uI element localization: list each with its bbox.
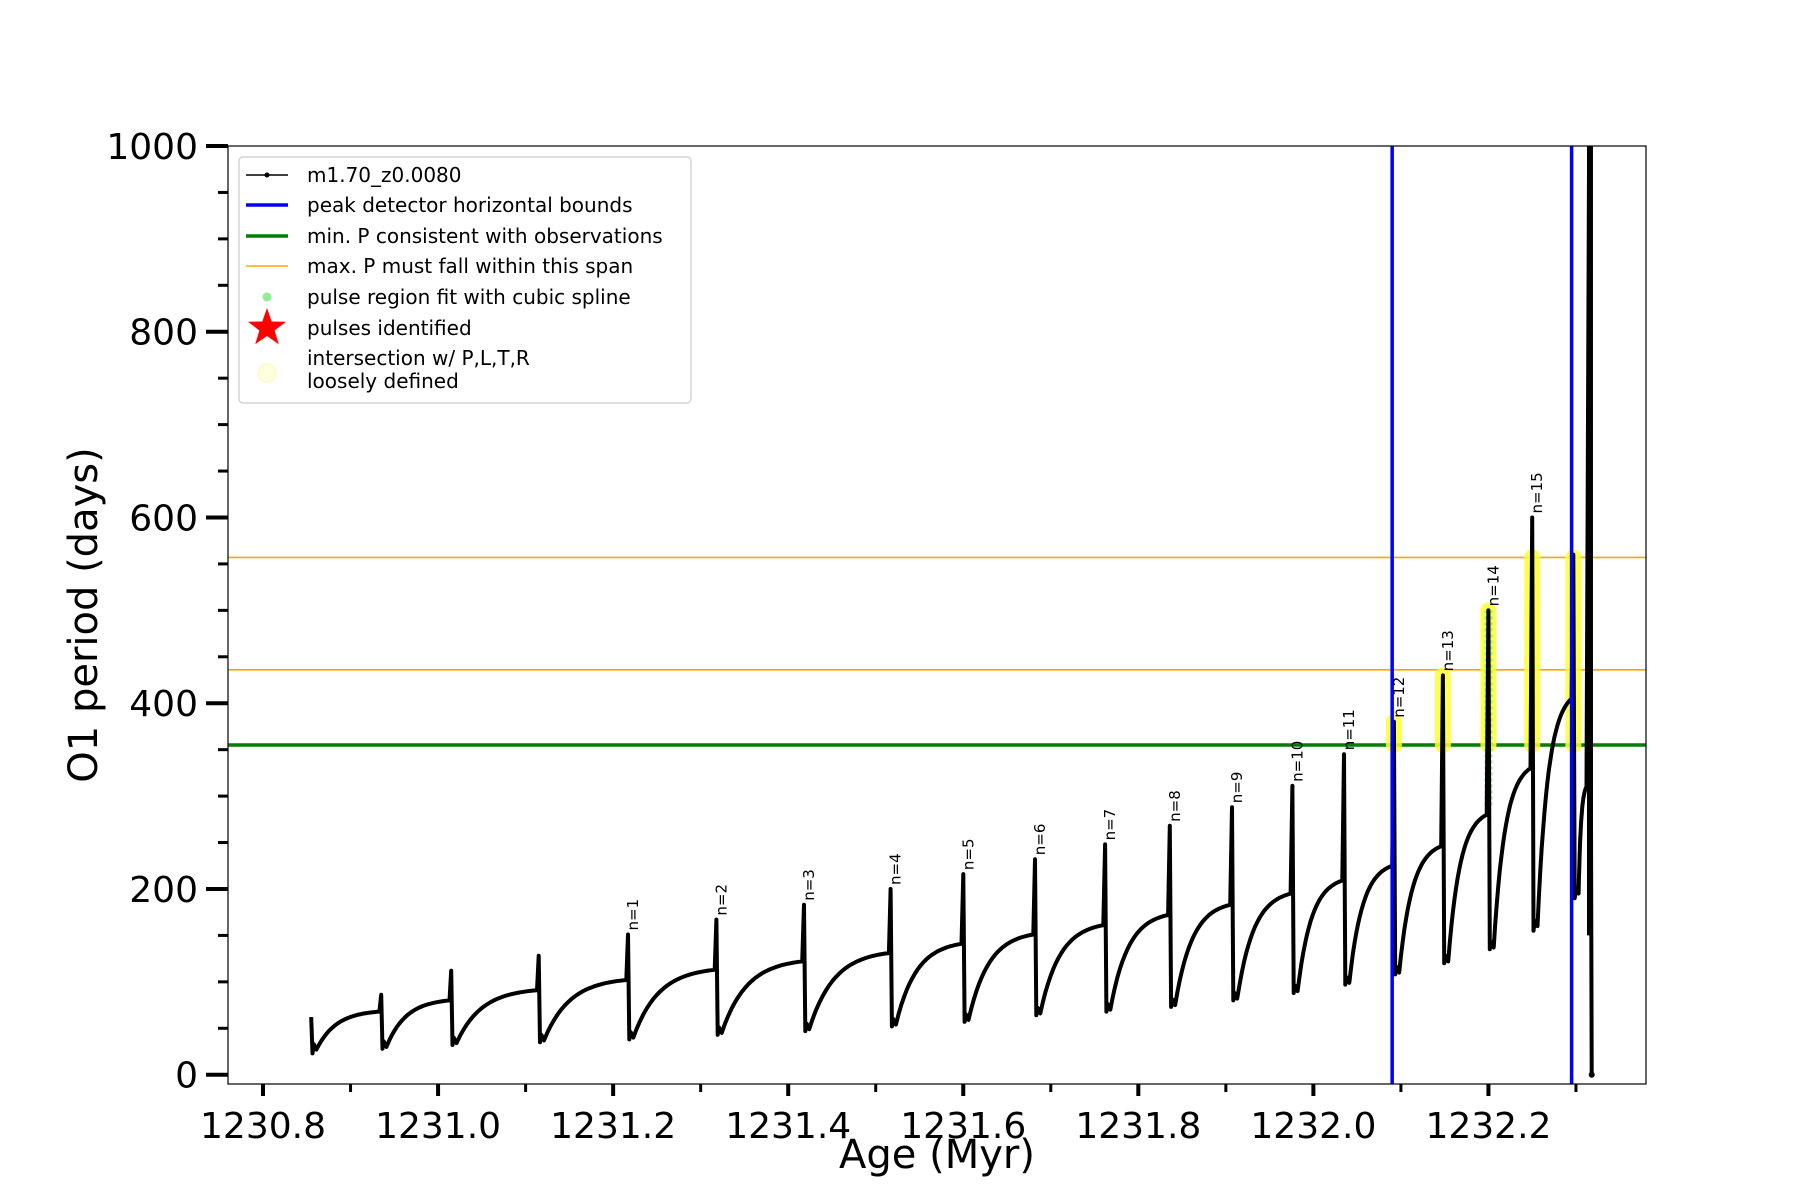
- plot-frame: [227, 145, 1647, 1085]
- x-tick-label-1231.2: 1231.2: [550, 1106, 676, 1147]
- x-axis-title: Age (Myr): [839, 1132, 1035, 1178]
- x-tick-label-1231.8: 1231.8: [1075, 1106, 1201, 1147]
- x-tick-label-1230.8: 1230.8: [200, 1106, 326, 1147]
- pulse-label-n=11: n=11: [1340, 709, 1358, 750]
- plot-area: n=1 n=2 n=3 n=4 n=5 n=6 n=7 n=8 n=9 n=10 n=11 n=12 n…: [228, 146, 1646, 1084]
- pulse-label-n=7: n=7: [1101, 809, 1119, 841]
- legend-handle-5: [248, 308, 286, 345]
- y-tick-label-400: 400: [129, 684, 198, 725]
- y-tick-label-600: 600: [129, 498, 198, 539]
- pulse-label-n=8: n=8: [1166, 790, 1184, 822]
- pulse-label-n=2: n=2: [712, 884, 730, 916]
- y-tick-label-200: 200: [129, 870, 198, 911]
- plot-content: n=1 n=2 n=3 n=4 n=5 n=6 n=7 n=8 n=9 n=10 n=11 n=12 n…: [228, 146, 1646, 1084]
- x-tick-label-1232.2: 1232.2: [1425, 1106, 1551, 1147]
- pulse-label-n=14: n=14: [1484, 565, 1502, 606]
- legend-handle-4: [262, 292, 272, 302]
- y-axis-title: O1 period (days): [61, 447, 107, 782]
- axis-ticks: 1230.8 1231.0 1231.2 1231.4 1231.6 1231.8 1232…: [106, 127, 1578, 1147]
- pulse-label-n=3: n=3: [800, 869, 818, 901]
- x-tick-label-1231.0: 1231.0: [375, 1106, 501, 1147]
- y-tick-label-1000: 1000: [106, 127, 198, 168]
- y-tick-label-0: 0: [175, 1056, 198, 1097]
- pulse-label-n=1: n=1: [624, 899, 642, 931]
- x-tick-label-1232.0: 1232.0: [1250, 1106, 1376, 1147]
- legend-label-1: peak detector horizontal bounds: [307, 193, 633, 217]
- legend-label-6: intersection w/ P,L,T,R: [307, 346, 530, 370]
- pulse-label-n=15: n=15: [1528, 472, 1546, 513]
- legend-label-4: pulse region fit with cubic spline: [307, 285, 631, 309]
- legend-label-5: pulses identified: [307, 316, 472, 340]
- pulse-label-n=5: n=5: [959, 838, 977, 870]
- pulse-label-n=10: n=10: [1288, 741, 1306, 782]
- pulse-label-n=13: n=13: [1439, 630, 1457, 671]
- pulse-label-n=4: n=4: [887, 853, 905, 885]
- legend-handle-0-marker: [264, 172, 270, 178]
- pulse-label-n=9: n=9: [1228, 772, 1246, 804]
- legend-label-3: max. P must fall within this span: [307, 254, 633, 278]
- final-point-marker: [1588, 1071, 1595, 1078]
- pulse-label-n=6: n=6: [1031, 824, 1049, 856]
- pulse-label-n=12: n=12: [1390, 677, 1408, 718]
- legend-label-6-line2: loosely defined: [307, 369, 459, 393]
- y-tick-label-800: 800: [129, 313, 198, 354]
- x-tick-label-1231.6: 1231.6: [900, 1106, 1026, 1147]
- legend-label-2: min. P consistent with observations: [307, 224, 663, 248]
- legend-handle-6: [257, 363, 277, 383]
- series-m1.70_z0.0080: [309, 146, 1594, 1075]
- legend-label-0: m1.70_z0.0080: [307, 163, 462, 187]
- legend-box: [238, 156, 692, 404]
- x-tick-label-1231.4: 1231.4: [725, 1106, 851, 1147]
